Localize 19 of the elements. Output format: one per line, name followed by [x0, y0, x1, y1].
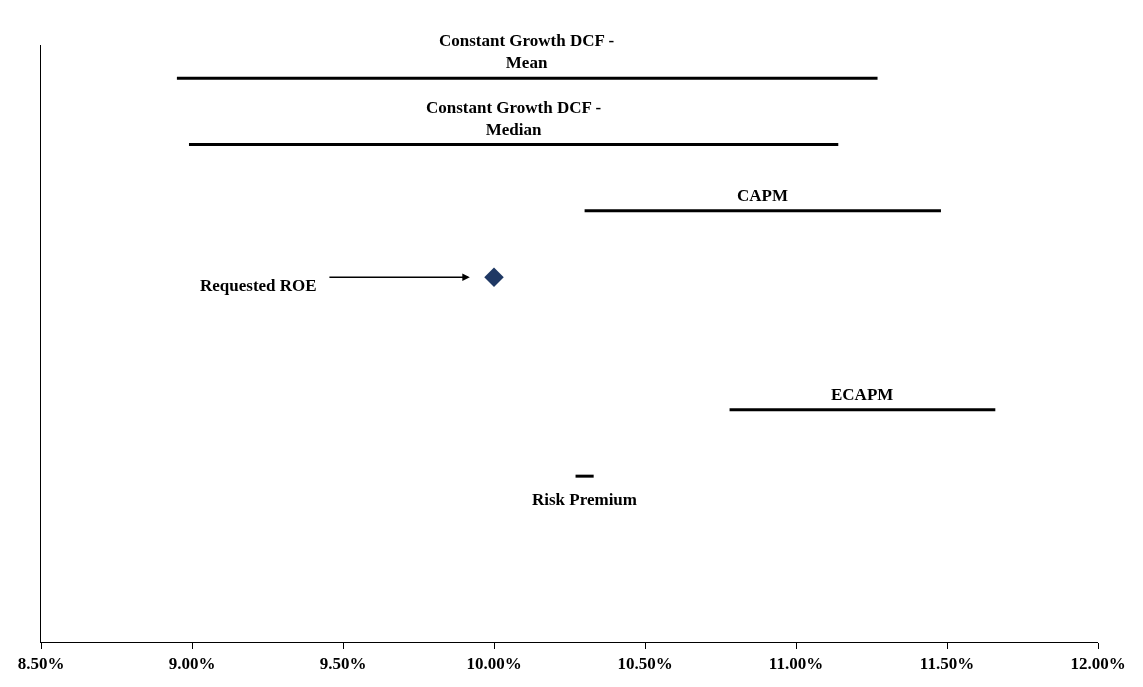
bar [176, 76, 878, 80]
x-tick-label: 12.00% [1070, 654, 1126, 674]
x-tick-label: 11.50% [919, 654, 975, 674]
bar [188, 143, 839, 146]
y-tick-label: ECAPM [831, 385, 894, 404]
y-tick-label: CAPM [737, 186, 788, 205]
y-tick-label: Requested ROE [200, 276, 317, 295]
y-tick-label: Constant Growth DCF - Median [426, 98, 602, 140]
x-tick-label: 8.50% [17, 654, 65, 674]
x-tick-label: 10.00% [466, 654, 522, 674]
x-tick-label: 9.00% [168, 654, 216, 674]
x-tick-label: 9.50% [319, 654, 367, 674]
x-tick-label: 11.00% [768, 654, 824, 674]
x-tick-label: 10.50% [617, 654, 673, 674]
bar [729, 408, 996, 412]
y-tick-label: Risk Premium [532, 490, 637, 509]
bar [575, 474, 594, 478]
bar [584, 209, 941, 213]
y-tick-label: Constant Growth DCF - Mean [439, 31, 615, 73]
